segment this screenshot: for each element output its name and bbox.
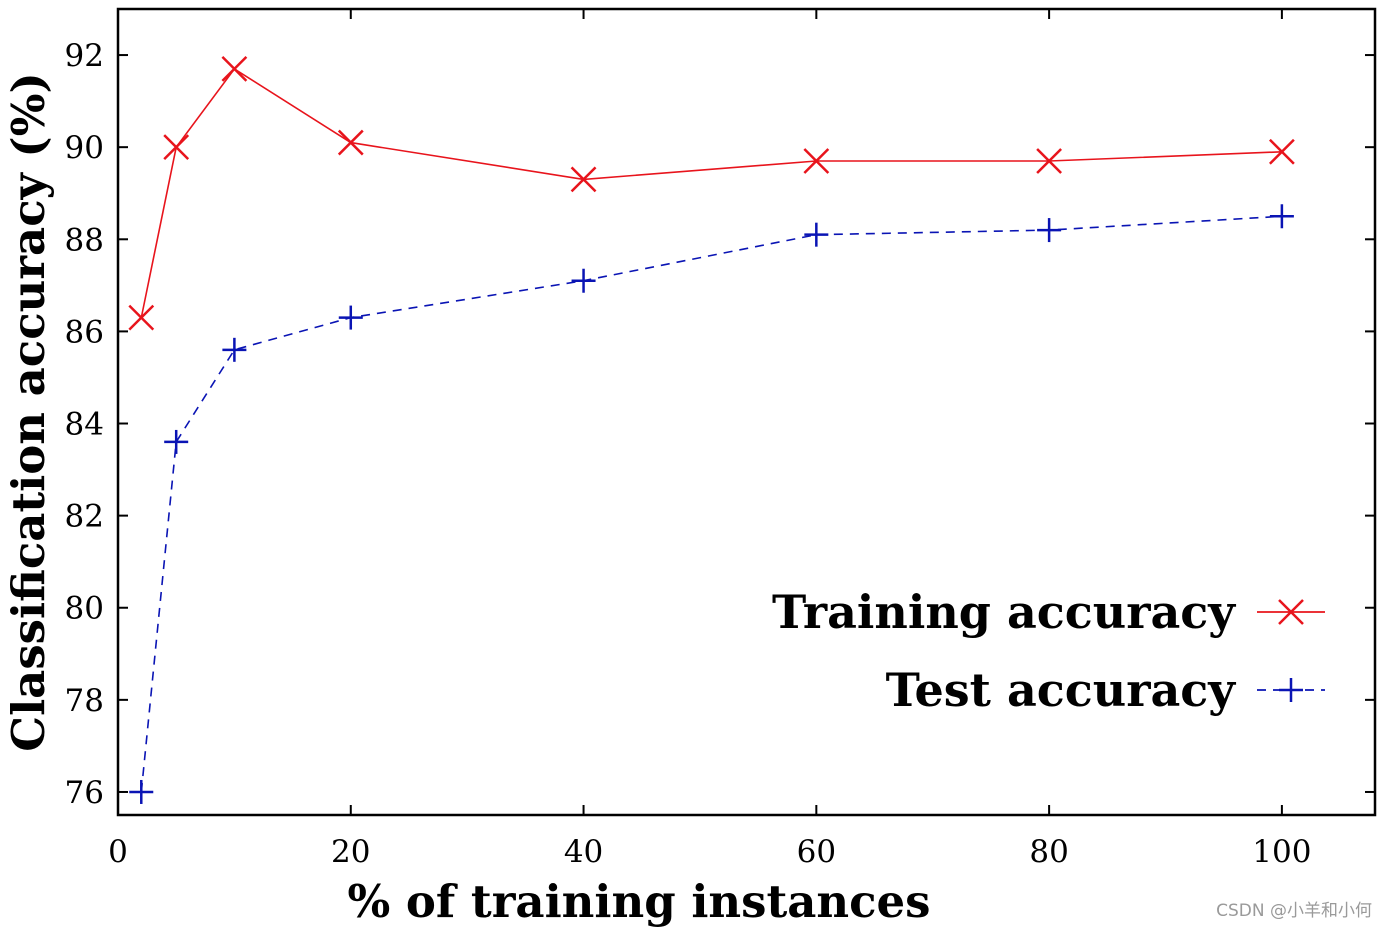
x-tick-label: 0 bbox=[108, 834, 128, 870]
y-tick-label: 92 bbox=[65, 38, 104, 74]
axis-ticks bbox=[117, 9, 1375, 815]
y-tick-label: 86 bbox=[65, 314, 104, 350]
y-tick-label: 90 bbox=[65, 130, 104, 166]
y-tick-label: 78 bbox=[65, 683, 104, 719]
x-tick-label: 60 bbox=[797, 834, 836, 870]
x-tick-label: 40 bbox=[564, 834, 603, 870]
marker-stroke bbox=[1036, 148, 1062, 174]
training-accuracy-point bbox=[570, 166, 597, 193]
training-accuracy-point bbox=[128, 304, 155, 331]
x-axis-title: % of training instances bbox=[347, 875, 930, 927]
training-accuracy-point bbox=[803, 148, 830, 174]
marker-stroke bbox=[803, 148, 830, 174]
training-accuracy-point bbox=[337, 129, 364, 156]
legend-marker-training bbox=[1278, 599, 1304, 625]
x-tick-label: 100 bbox=[1252, 834, 1311, 870]
plot-frame bbox=[116, 7, 1377, 817]
test-accuracy-point bbox=[129, 779, 154, 804]
y-axis-title: Classification accuracy (%) bbox=[2, 72, 55, 751]
test-accuracy-point bbox=[164, 429, 189, 454]
training-accuracy-point bbox=[1036, 148, 1062, 174]
legend: Training accuracy Test accuracy bbox=[772, 585, 1325, 717]
marker-stroke bbox=[221, 55, 248, 82]
marker-stroke bbox=[337, 129, 364, 156]
y-tick-label: 84 bbox=[65, 407, 104, 443]
test-accuracy-point bbox=[222, 337, 247, 362]
marker-stroke bbox=[163, 134, 190, 161]
test-accuracy-point bbox=[338, 305, 363, 330]
test-accuracy-point bbox=[571, 268, 596, 293]
tick-labels: 0 20 40 60 80 100 76 78 80 82 84 86 88 90 92 bbox=[65, 38, 1312, 870]
y-tick-label: 76 bbox=[65, 775, 104, 811]
training-accuracy-point bbox=[163, 134, 190, 161]
legend-label-test: Test accuracy bbox=[886, 663, 1237, 717]
marker-stroke bbox=[128, 304, 155, 331]
training-accuracy-line bbox=[140, 67, 1282, 318]
x-tick-label: 80 bbox=[1029, 834, 1068, 870]
data-series bbox=[128, 55, 1295, 804]
legend-label-training: Training accuracy bbox=[772, 585, 1236, 639]
test-accuracy-line bbox=[140, 215, 1282, 793]
test-accuracy-point bbox=[1037, 218, 1062, 243]
training-accuracy-point bbox=[1269, 138, 1295, 165]
test-accuracy-point bbox=[804, 222, 829, 247]
test-accuracy-point bbox=[1269, 204, 1294, 229]
x-tick-label: 20 bbox=[331, 834, 370, 870]
marker-stroke bbox=[1278, 599, 1304, 625]
training-accuracy-point bbox=[221, 55, 248, 82]
marker-stroke bbox=[1269, 138, 1295, 165]
y-tick-label: 80 bbox=[65, 591, 104, 627]
y-tick-label: 82 bbox=[65, 499, 104, 535]
y-tick-label: 88 bbox=[65, 222, 104, 258]
marker-stroke bbox=[570, 166, 597, 193]
legend-marker-test bbox=[1279, 678, 1303, 702]
watermark-text: CSDN @小羊和小何 bbox=[1216, 901, 1372, 921]
